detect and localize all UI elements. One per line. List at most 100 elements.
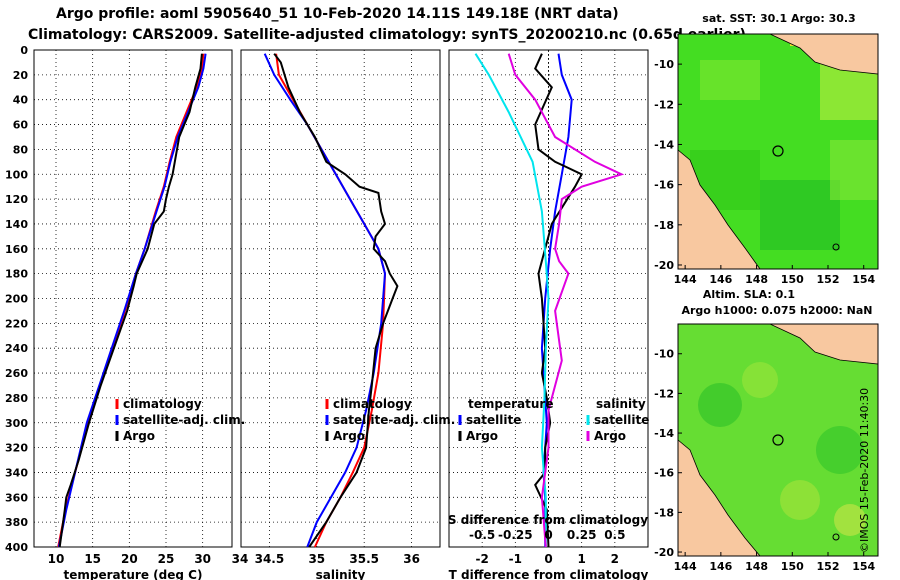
depth-tick-label: 140	[5, 218, 28, 231]
depth-tick-label: 0	[20, 44, 28, 57]
legend-item-label: Argo	[333, 429, 365, 443]
depth-tick-label: 200	[5, 293, 28, 306]
argo-position-marker	[772, 145, 784, 157]
depth-tick-label: 180	[5, 268, 28, 281]
reef-marker	[832, 243, 840, 251]
depth-tick-label: 300	[5, 417, 28, 430]
difference-x-tick-label: 1	[577, 552, 585, 566]
timestamp: ©IMOS 15-Feb-2020 11:40:30	[858, 387, 871, 553]
legend-item-label: climatology	[123, 397, 202, 411]
sla-eddy	[816, 426, 864, 474]
map-lon-tick-label: 148	[745, 273, 768, 286]
depth-tick-label: 120	[5, 193, 28, 206]
map-lon-tick-label: 148	[745, 560, 768, 573]
map-lat-tick-label: -12	[654, 387, 674, 400]
series-argo	[58, 53, 203, 548]
sla-map-title-line2: Argo h1000: 0.075 h2000: NaN	[681, 304, 872, 317]
temperature-x-tick-label: 34	[232, 552, 249, 566]
secondary-tick-label: 0	[544, 528, 552, 542]
sla-eddy	[834, 504, 866, 536]
map-lat-tick-label: -18	[654, 506, 674, 519]
sst-patch	[700, 60, 760, 100]
depth-tick-label: 60	[13, 119, 29, 132]
secondary-tick-label: 0.25	[567, 528, 597, 542]
map-lon-tick-label: 144	[674, 560, 697, 573]
difference-x-axis-label: T difference from climatology	[449, 568, 649, 580]
legend-header-salinity: salinity	[596, 397, 646, 411]
map-lon-tick-label: 150	[781, 273, 804, 286]
sla-eddy	[698, 383, 742, 427]
salinity-x-tick-label: 36	[403, 552, 420, 566]
map-lat-tick-label: -20	[654, 546, 674, 559]
depth-tick-label: 280	[5, 392, 28, 405]
series-s-argo	[507, 53, 625, 548]
series-argo	[273, 53, 399, 548]
temperature-x-tick-label: 10	[48, 552, 65, 566]
depth-tick-label: 220	[5, 317, 28, 330]
difference-x-tick-label: 2	[611, 552, 619, 566]
sst-map-frame	[677, 33, 879, 270]
map-lon-tick-label: 152	[817, 273, 840, 286]
depth-tick-label: 340	[5, 466, 28, 479]
legend-item-label: satellite-adj. clim.	[333, 413, 455, 427]
legend-item-label: Argo	[594, 429, 626, 443]
temperature-x-tick-label: 30	[194, 552, 211, 566]
depth-tick-label: 80	[13, 143, 29, 156]
series-t-argo	[534, 53, 584, 548]
sla-eddy	[742, 362, 778, 398]
map-lat-tick-label: -14	[654, 138, 674, 151]
legend-item-label: climatology	[333, 397, 412, 411]
legend-header-temperature: temperature	[468, 397, 553, 411]
sst-patch	[830, 140, 878, 200]
title-line-1: Argo profile: aoml 5905640_51 10-Feb-202…	[56, 6, 619, 22]
secondary-tick-label: -0.5	[469, 528, 495, 542]
depth-tick-label: 160	[5, 243, 28, 256]
difference-x-tick-label: 0	[544, 552, 552, 566]
map-lat-tick-label: -18	[654, 219, 674, 232]
salinity-x-axis-label: salinity	[316, 568, 366, 580]
temperature-x-tick-label: 20	[121, 552, 138, 566]
sla-map	[677, 323, 879, 557]
map-lon-tick-label: 146	[709, 273, 732, 286]
secondary-tick-label: 0.5	[604, 528, 625, 542]
legend-item-label: Argo	[466, 429, 498, 443]
secondary-axis-label: S difference from climatology	[448, 513, 648, 527]
salinity-x-tick-label: 34.5	[255, 552, 285, 566]
title-line-2: Climatology: CARS2009. Satellite-adjuste…	[28, 27, 746, 43]
legend-item-label: satellite-adj. clim.	[123, 413, 245, 427]
legend-item-label: Argo	[123, 429, 155, 443]
sst-map-title: sat. SST: 30.1 Argo: 30.3	[702, 12, 855, 25]
temperature-x-tick-label: 15	[84, 552, 101, 566]
map-lon-tick-label: 152	[817, 560, 840, 573]
map-lon-tick-label: 146	[709, 560, 732, 573]
depth-tick-label: 260	[5, 367, 28, 380]
secondary-tick-label: -0.25	[498, 528, 533, 542]
sst-patch	[760, 180, 840, 250]
depth-tick-label: 320	[5, 442, 28, 455]
depth-tick-label: 100	[5, 168, 28, 181]
sla-map-frame	[677, 323, 879, 557]
depth-tick-label: 20	[13, 69, 29, 82]
salinity-x-tick-label: 35.5	[349, 552, 379, 566]
map-lat-tick-label: -20	[654, 259, 674, 272]
map-lat-tick-label: -16	[654, 179, 674, 192]
depth-tick-label: 380	[5, 516, 28, 529]
map-lat-tick-label: -10	[654, 58, 674, 71]
difference-x-tick-label: -2	[475, 552, 488, 566]
reef-marker	[832, 533, 840, 541]
map-lon-tick-label: 150	[781, 560, 804, 573]
legend-item-label: satellite	[466, 413, 521, 427]
depth-tick-label: 240	[5, 342, 28, 355]
map-lat-tick-label: -16	[654, 467, 674, 480]
salinity-panel	[240, 49, 441, 548]
argo-position-marker	[772, 434, 784, 446]
legend-item-label: satellite	[594, 413, 649, 427]
sst-map	[677, 33, 879, 270]
depth-tick-label: 40	[13, 94, 29, 107]
map-lon-tick-label: 154	[852, 273, 875, 286]
difference-x-tick-label: -1	[509, 552, 522, 566]
depth-tick-label: 360	[5, 491, 28, 504]
map-lon-tick-label: 144	[674, 273, 697, 286]
salinity-x-tick-label: 35	[308, 552, 325, 566]
